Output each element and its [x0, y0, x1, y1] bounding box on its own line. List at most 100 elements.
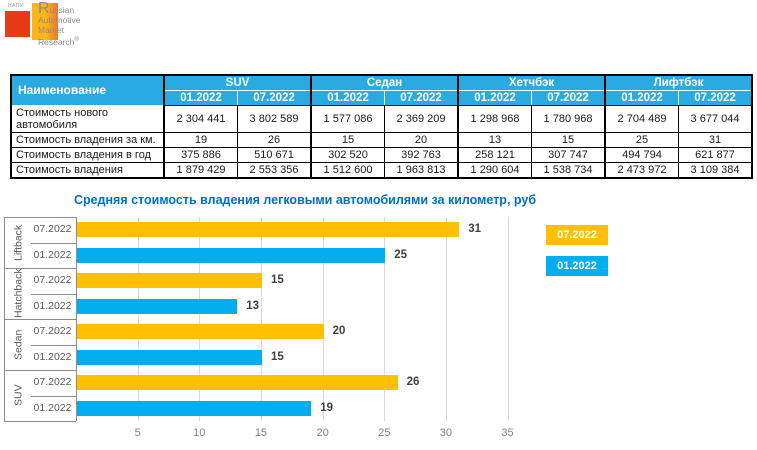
plot-gridline [384, 217, 386, 421]
legend-item-01.2022: 01.2022 [546, 256, 608, 276]
bar-sedan-07.2022 [77, 324, 324, 340]
plot-gridline [199, 217, 201, 421]
period-label: 01.2022 [33, 248, 72, 261]
group-separator-line [4, 421, 76, 422]
brand-line-russian: Russian [38, 0, 75, 17]
table-period-header: 01.2022 [310, 89, 385, 106]
table-cell: 1 780 968 [531, 104, 606, 133]
bar-value-label: 31 [468, 223, 482, 235]
plot-gridline [260, 217, 262, 421]
cost-table-head: Наименование SUV Седан Хетчбэк Лифтбэк 01.202… [10, 74, 753, 106]
table-row-label: Стоимость владения [10, 161, 165, 178]
table-cell: 15 [531, 131, 606, 148]
table-cell: 19 [163, 131, 238, 148]
brand-research-word: Research [38, 36, 75, 47]
period-label: 01.2022 [33, 401, 72, 414]
table-period-header: 07.2022 [384, 89, 459, 106]
logo: НАПИ Russian Automotive Market Research® [0, 0, 260, 64]
table-cell: 2 369 209 [384, 104, 459, 133]
table-cell: 31 [678, 131, 753, 148]
bar-suv-01.2022 [77, 400, 312, 416]
period-label: 07.2022 [33, 223, 72, 235]
group-label-liftback: Liftback [12, 224, 25, 261]
table-cell: 20 [384, 131, 459, 148]
chart-title: Средняя стоимость владения легковыми авт… [73, 193, 537, 207]
cost-table: Наименование SUV Седан Хетчбэк Лифтбэк 01.202… [10, 74, 753, 179]
period-label: 07.2022 [33, 376, 72, 388]
table-period-header: 01.2022 [457, 89, 532, 106]
bar-value-label: 15 [270, 350, 284, 363]
table-cell: 26 [237, 131, 312, 148]
table-cell: 15 [310, 131, 385, 148]
period-label: 01.2022 [33, 299, 72, 312]
table-row-label: Стоимость нового автомобиля [10, 104, 165, 133]
group-label-suv: SUV [12, 384, 25, 407]
table-cell: 621 877 [678, 146, 753, 163]
group-separator-line [4, 319, 76, 320]
napi-wordmark: НАПИ [8, 3, 25, 9]
bar-value-label: 13 [246, 299, 260, 312]
period-separator-line [31, 344, 76, 346]
table-period-header: 07.2022 [678, 89, 753, 106]
table-period-header: 07.2022 [237, 89, 312, 106]
table-group-header-2: Седан [310, 74, 459, 91]
period-separator-line [31, 242, 76, 244]
bar-suv-07.2022 [77, 375, 398, 391]
bar-value-label: 25 [394, 248, 408, 261]
bar-hatchback-01.2022 [77, 298, 238, 314]
table-cell: 2 473 972 [604, 161, 679, 178]
table-cell: 307 747 [531, 146, 606, 163]
table-cell: 3 109 384 [678, 161, 753, 178]
table-period-header: 01.2022 [604, 89, 679, 106]
table-cell: 1 298 968 [457, 104, 532, 133]
table-cell: 258 121 [457, 146, 532, 163]
group-separator-line [4, 370, 76, 371]
table-row: Стоимость нового автомобиля 2 304 441 3 80… [10, 104, 753, 133]
brand-line-automotive: Automotive [38, 15, 81, 25]
table-row: Стоимость владения в год 375 886 510 671 30… [10, 146, 753, 163]
table-cell: 3 677 044 [678, 104, 753, 133]
table-row: Стоимость владения за км. 19 26 15 20 13 15 25 3… [10, 131, 753, 148]
table-cell: 1 290 604 [457, 161, 532, 178]
table-cell: 302 520 [310, 146, 385, 163]
table-cell: 2 704 489 [604, 104, 679, 133]
table-cell: 375 886 [163, 146, 238, 163]
bar-hatchback-07.2022 [77, 273, 262, 289]
table-cell: 25 [604, 131, 679, 148]
table-period-header: 07.2022 [531, 89, 606, 106]
table-cell: 1 538 734 [531, 161, 606, 178]
table-cell: 13 [457, 131, 532, 148]
bar-value-label: 15 [270, 274, 284, 286]
table-corner-header: Наименование [10, 74, 165, 106]
plot-gridline [445, 217, 447, 421]
legend-item-07.2022: 07.2022 [546, 225, 608, 245]
group-label-hatchback: Hatchback [12, 268, 25, 319]
table-cell: 1 963 813 [384, 161, 459, 178]
table-period-header: 01.2022 [163, 89, 238, 106]
brand-line-market: Market [38, 25, 64, 35]
x-axis-tick-label: 10 [193, 427, 206, 439]
logo-red-square [5, 11, 30, 37]
table-cell: 2 553 356 [237, 161, 312, 178]
table-group-header-1: SUV [163, 74, 312, 91]
bar-sedan-01.2022 [77, 349, 262, 365]
group-label-sedan: Sedan [12, 329, 25, 360]
period-label: 07.2022 [33, 325, 72, 337]
period-separator-line [31, 293, 76, 295]
category-axis-line [76, 217, 77, 421]
bar-value-label: 20 [332, 325, 346, 337]
group-separator-line [4, 217, 76, 218]
table-row: Стоимость владения 1 879 429 2 553 356 1 51… [10, 161, 753, 178]
logo-brand-text: Russian Automotive Market Research® [38, 0, 81, 47]
table-cell: 3 802 589 [237, 104, 312, 133]
brand-line-research: Research® [38, 35, 81, 47]
chart-legend: 07.2022 01.2022 [546, 225, 608, 287]
table-cell: 2 304 441 [163, 104, 238, 133]
table-cell: 1 577 086 [310, 104, 385, 133]
period-label: 01.2022 [33, 350, 72, 363]
logo-yellow-square [32, 3, 58, 40]
table-cell: 494 794 [604, 146, 679, 163]
ownership-cost-chart: 07.2022 01.2022 Liftback 07.2022 31 01.2022 2… [4, 215, 753, 448]
bar-liftback-01.2022 [77, 247, 386, 263]
